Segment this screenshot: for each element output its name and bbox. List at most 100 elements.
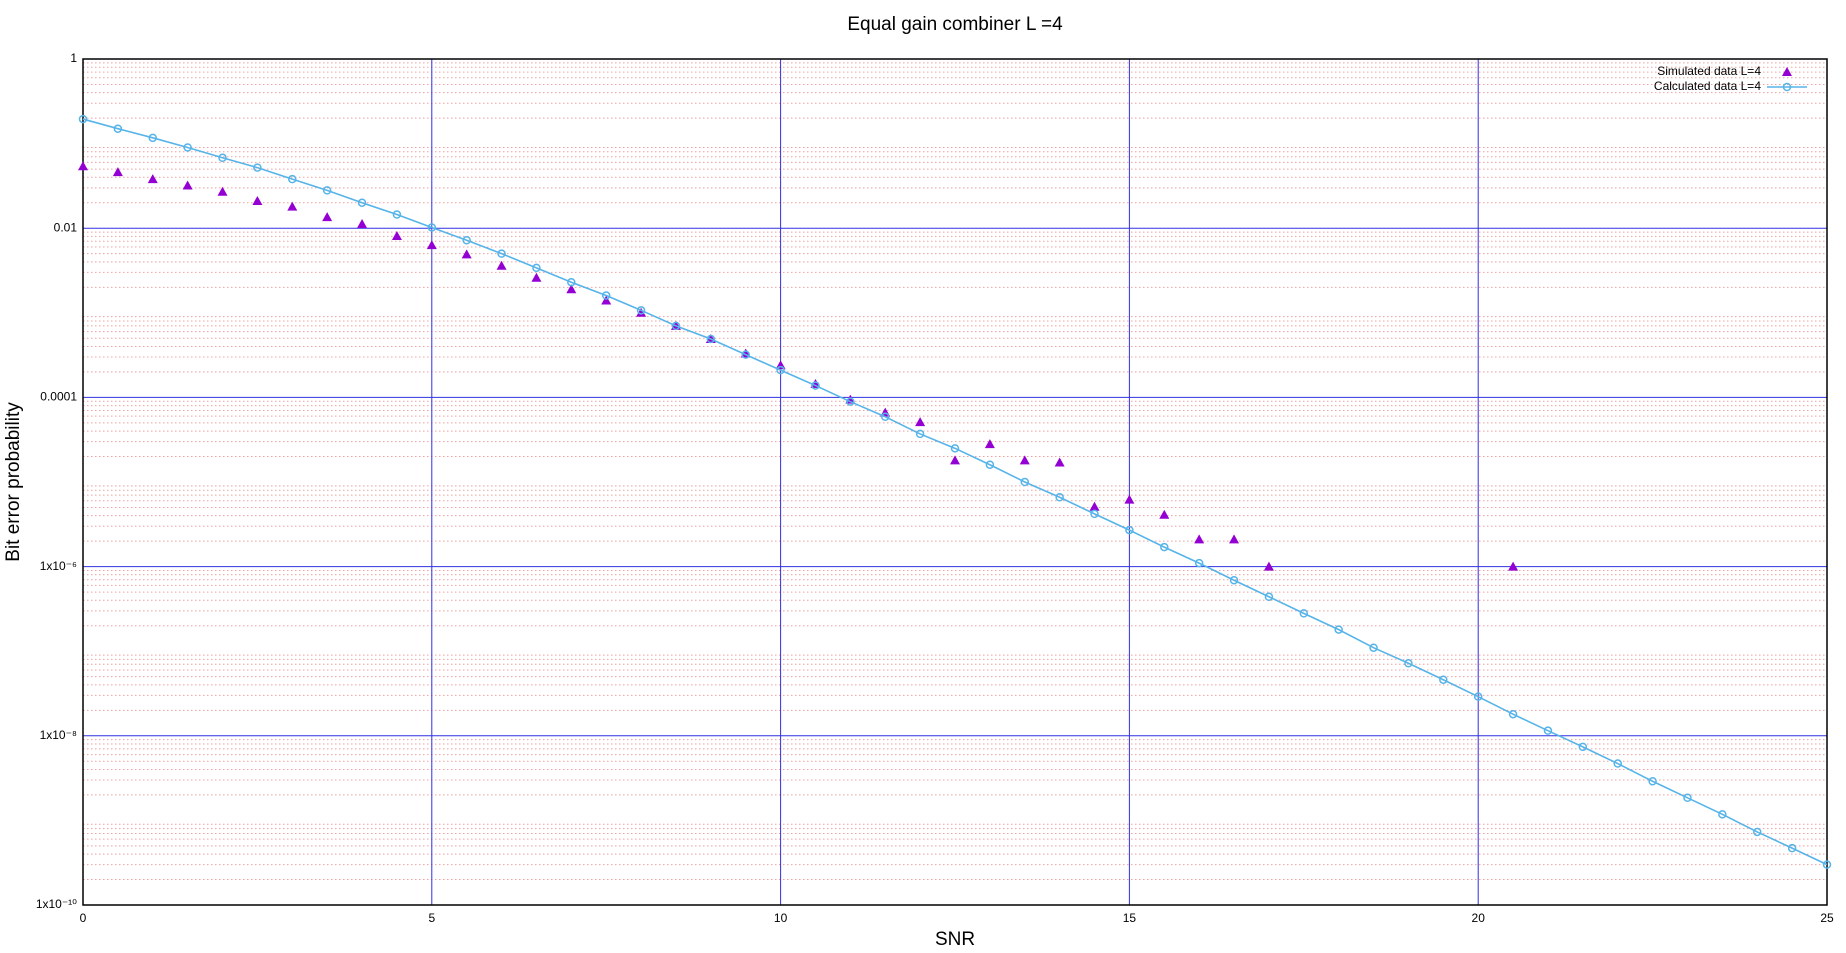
data-point xyxy=(636,306,646,315)
data-point xyxy=(1822,860,1832,869)
data-point xyxy=(1054,457,1065,467)
data-point xyxy=(1020,477,1030,487)
data-point xyxy=(601,291,611,300)
data-point xyxy=(1683,793,1692,803)
data-line xyxy=(82,118,1828,866)
legend-marker xyxy=(1782,82,1792,92)
data-point xyxy=(1194,534,1205,544)
data-point xyxy=(1089,501,1100,511)
y-tick-label: 1x10⁻⁶ xyxy=(40,559,77,573)
data-point xyxy=(426,240,437,250)
y-tick-label: 0.01 xyxy=(54,220,78,234)
x-tick-label: 15 xyxy=(1123,911,1137,925)
data-point xyxy=(1229,575,1239,585)
data-point xyxy=(78,161,88,171)
legend-label: Simulated data L=4 xyxy=(1657,64,1761,78)
y-tick-label: 1x10⁻¹⁰ xyxy=(36,897,77,911)
x-tick-label: 20 xyxy=(1472,911,1486,925)
data-point xyxy=(1299,609,1309,618)
data-point xyxy=(532,263,541,273)
y-tick-label: 1x10⁻⁸ xyxy=(40,728,77,742)
x-tick-label: 0 xyxy=(80,911,87,925)
data-point xyxy=(1369,643,1378,652)
data-point xyxy=(950,444,960,453)
data-point xyxy=(357,198,367,207)
data-point xyxy=(566,284,577,294)
legend-label: Calculated data L=4 xyxy=(1654,79,1761,93)
data-point xyxy=(915,417,926,427)
data-point xyxy=(392,210,402,219)
data-point xyxy=(461,249,472,259)
data-point xyxy=(78,114,88,124)
data-point xyxy=(1718,810,1727,819)
data-point xyxy=(148,133,158,143)
data-point xyxy=(182,180,193,190)
data-point xyxy=(1613,759,1622,768)
data-point xyxy=(1648,777,1657,786)
data-point xyxy=(113,124,123,133)
x-tick-label: 25 xyxy=(1820,911,1834,925)
x-tick-label: 5 xyxy=(428,911,435,925)
chart-title: Equal gain combiner L =4 xyxy=(847,14,1063,35)
data-point xyxy=(112,167,123,177)
data-point xyxy=(776,365,785,375)
data-point xyxy=(252,195,263,205)
data-point xyxy=(984,439,995,449)
data-point xyxy=(391,230,402,240)
data-point xyxy=(811,381,820,390)
data-point xyxy=(1194,558,1204,568)
y-tick-label: 0.0001 xyxy=(40,390,77,404)
data-point xyxy=(1229,534,1240,544)
data-point xyxy=(741,350,750,359)
data-point xyxy=(1787,843,1797,853)
data-point xyxy=(322,212,333,222)
data-point xyxy=(1055,493,1064,502)
data-point xyxy=(985,460,995,469)
data-point xyxy=(218,153,227,163)
y-axis-label: Bit error probability xyxy=(3,402,24,562)
data-point xyxy=(497,249,506,258)
data-point xyxy=(810,379,821,389)
data-point xyxy=(1508,709,1518,719)
data-point xyxy=(1404,659,1413,668)
data-point xyxy=(845,394,856,404)
data-point xyxy=(1019,455,1030,465)
data-point xyxy=(1508,561,1519,571)
x-tick-label: 10 xyxy=(774,911,788,925)
data-point xyxy=(287,201,298,211)
data-point xyxy=(496,260,507,270)
data-point xyxy=(636,307,647,317)
data-point xyxy=(1543,726,1553,735)
data-point xyxy=(1439,675,1448,684)
data-point xyxy=(531,272,542,282)
data-point xyxy=(601,295,612,305)
data-point xyxy=(1334,625,1343,634)
data-point xyxy=(462,236,471,245)
data-point xyxy=(1124,494,1135,504)
data-point xyxy=(1752,827,1762,837)
plot-frame xyxy=(82,58,1828,906)
data-point xyxy=(322,186,332,195)
data-point xyxy=(217,186,228,196)
data-point xyxy=(357,219,368,229)
data-point xyxy=(915,429,925,439)
data-point xyxy=(147,174,158,184)
data-point xyxy=(1264,592,1274,602)
data-point xyxy=(1263,561,1274,571)
data-point xyxy=(706,334,716,344)
data-point xyxy=(1578,742,1588,752)
data-point xyxy=(880,412,890,422)
data-point xyxy=(427,223,437,232)
data-point xyxy=(253,163,262,172)
x-axis-label: SNR xyxy=(935,929,975,950)
data-point xyxy=(671,321,681,331)
data-point xyxy=(288,174,297,184)
y-tick-label: 1 xyxy=(70,51,77,65)
data-point xyxy=(183,143,192,152)
data-point xyxy=(1090,509,1099,519)
data-point xyxy=(1159,509,1170,519)
data-point xyxy=(1125,525,1134,535)
data-point xyxy=(950,455,960,465)
data-point xyxy=(1160,542,1169,552)
